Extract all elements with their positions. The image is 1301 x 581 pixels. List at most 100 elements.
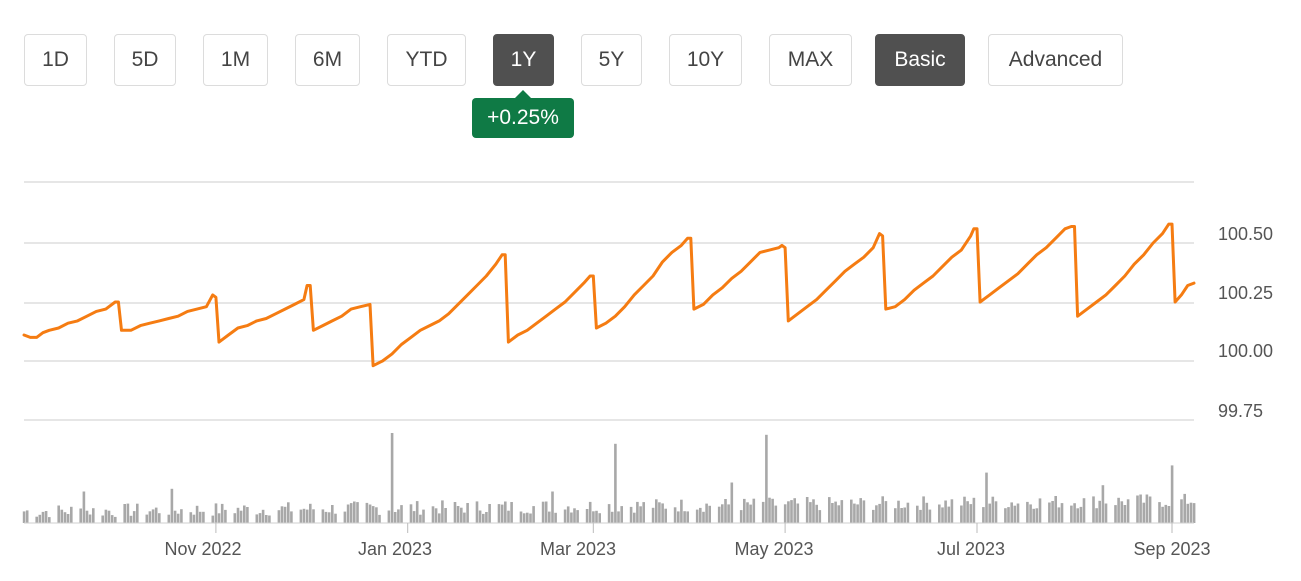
volume-bar [532,506,535,523]
volume-bar [743,498,746,523]
volume-bar [35,516,38,523]
volume-bar [1095,508,1098,523]
volume-bar [960,505,963,523]
volume-bar [1167,506,1171,523]
volume-bar [82,491,86,523]
volume-bar [154,507,158,523]
range-button-1y[interactable]: 1Y [493,34,554,86]
volume-bar [1148,496,1152,523]
view-button-basic[interactable]: Basic [875,34,965,86]
volume-bar [38,514,42,523]
volume-bar [928,509,932,523]
volume-bar [148,511,152,523]
volume-bar [853,503,856,523]
volume-bar [353,501,356,523]
volume-bar [894,508,897,523]
volume-bar [412,511,416,523]
volume-bar [717,506,721,523]
range-button-max[interactable]: MAX [769,34,852,86]
volume-bar [752,498,756,523]
volume-bar [771,498,774,523]
volume-bar [1161,506,1164,523]
volume-bar [1098,500,1101,523]
volume-bar [809,502,812,523]
volume-bar [1180,499,1183,523]
volume-bar [834,501,837,523]
volume-bar [1186,503,1190,523]
volume-bar [1170,465,1174,523]
volume-bar [129,515,133,523]
volume-bar [70,506,73,523]
volume-bar [173,510,177,523]
volume-bar [460,507,463,523]
volume-bar [950,499,954,523]
x-tick-label-nov-2022: Nov 2022 [164,539,241,559]
range-button-5y[interactable]: 5Y [581,34,642,86]
volume-bar [265,515,268,523]
grid-lines [24,181,1194,421]
volume-bar [1035,508,1039,523]
volume-bar [761,501,765,523]
volume-bar [730,482,734,523]
x-tick-label-may-2023: May 2023 [734,539,813,559]
volume-bar [639,506,642,523]
range-button-5d[interactable]: 5D [114,34,176,86]
volume-bar [1142,502,1146,523]
volume-bar [456,506,460,523]
volume-bar [1164,504,1168,523]
volume-bar [482,513,485,523]
volume-bar [884,501,888,523]
volume-bar [1032,508,1035,523]
volume-bar [994,501,998,523]
volume-bar [673,507,677,523]
volume-bar [529,513,532,523]
volume-bar [793,498,796,523]
range-button-1m[interactable]: 1M [203,34,268,86]
volume-bar [963,496,966,523]
view-button-advanced[interactable]: Advanced [988,34,1123,86]
volume-bar [167,514,171,523]
volume-bar [925,502,929,523]
volume-bar [189,512,193,523]
volume-bar [570,512,573,523]
volume-bar [176,513,180,523]
range-button-1d[interactable]: 1D [24,34,87,86]
volume-bar [749,504,752,523]
volume-bar [592,511,595,523]
volume-bar [1123,505,1127,523]
volume-bar [664,508,667,523]
volume-bar [400,505,403,523]
volume-bar [444,508,447,523]
volume-bar [378,514,381,523]
volume-bar [180,509,183,523]
volume-bar [897,500,900,523]
volume-bar [368,504,372,523]
x-tick-label-sep-2023: Sep 2023 [1133,539,1210,559]
volume-bar [837,505,840,523]
volume-bar [290,511,293,523]
range-button-10y[interactable]: 10Y [669,34,742,86]
volume-bar [114,516,117,523]
volume-bar [397,509,400,523]
range-button-ytd[interactable]: YTD [387,34,466,86]
volume-bar [658,502,661,523]
volume-bar [1120,501,1124,523]
volume-bar [768,497,771,523]
volume-bar [85,510,89,523]
range-button-6m[interactable]: 6M [295,34,360,86]
volume-bar [346,504,350,523]
volume-bar [903,507,906,523]
volume-bar [280,506,284,523]
volume-bar [831,503,834,523]
volume-bar [982,507,985,523]
volume-bar [192,514,196,523]
volume-bar [246,507,249,523]
volume-bar [268,515,271,523]
volume-bar [431,506,435,523]
volume-bar [938,504,941,523]
volume-bar [500,504,504,523]
volume-bar [875,505,878,523]
volume-bar [123,504,126,523]
volume-bar [1183,493,1186,523]
